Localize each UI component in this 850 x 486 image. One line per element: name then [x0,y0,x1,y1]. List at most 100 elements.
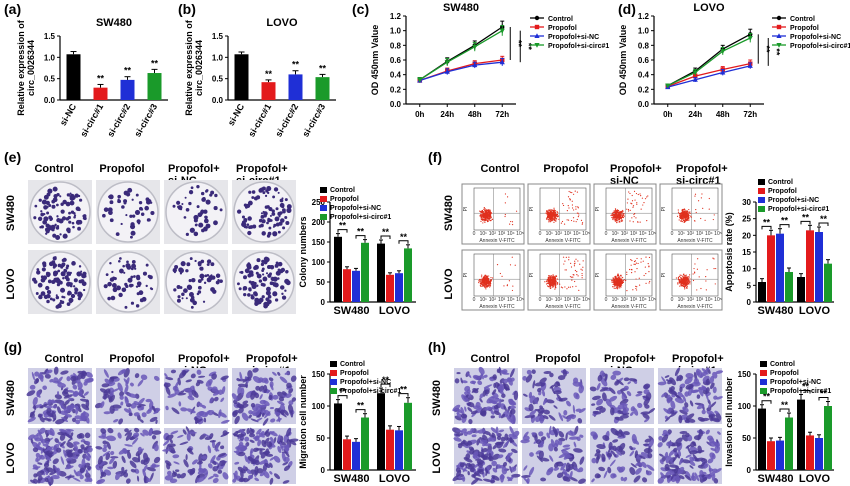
colony [196,292,200,296]
event [572,193,575,195]
event [490,276,492,279]
event [482,210,484,213]
cell [59,433,66,441]
colony [264,257,270,263]
cell [270,384,274,391]
event [696,268,698,270]
colony [203,218,209,224]
event [556,283,559,285]
cell [232,433,239,437]
cell [562,444,571,448]
cell [26,390,36,397]
colony [108,194,114,200]
legend-label: Propofol+si-circ#1 [340,388,401,395]
cell [566,414,573,422]
cell [256,428,262,435]
colony [126,260,129,264]
colony [52,186,58,192]
x-tick-label: LOVO [379,305,411,317]
event [547,212,549,215]
event [634,199,636,201]
gbar-ytick-label: 100 [312,258,326,267]
cell [657,381,667,386]
cell [52,418,56,422]
colony [238,287,242,291]
cell [64,414,73,418]
cell [57,391,60,396]
cell [578,478,586,484]
event [573,263,576,265]
cell [85,440,91,445]
migration-image [162,426,230,484]
event [617,287,619,289]
event [553,207,555,209]
data-point [472,44,478,50]
colony [176,284,181,289]
event [553,281,555,283]
event [482,213,485,215]
event [684,221,686,223]
cell [543,370,552,375]
event [686,210,688,212]
event [556,278,559,280]
cell [693,378,700,385]
colony [66,193,71,197]
event [619,211,621,214]
cell [452,404,461,412]
cell [129,460,137,469]
cell [170,430,179,435]
cell [273,473,281,480]
cell [491,460,497,467]
cell [130,468,136,473]
g-header-propofol: Propofol [109,353,154,365]
event [620,214,623,216]
cell [641,461,647,468]
cell [562,476,571,482]
event [626,202,628,204]
cell [143,452,149,463]
event [620,217,622,219]
colony [138,200,143,205]
event [564,286,566,288]
cell [548,425,552,435]
event [572,274,574,276]
cell [190,373,196,379]
cell [465,453,471,460]
event [545,283,548,285]
cell [603,470,608,479]
cell [75,405,79,415]
event [568,259,570,261]
flow-tick: 10¹ [678,231,686,237]
event [679,212,681,215]
event [612,279,614,281]
cell [630,411,634,416]
event [483,219,486,221]
event [481,285,483,287]
colony [271,212,276,216]
colony [36,270,41,275]
cell [249,428,255,435]
colony [243,293,247,297]
colony [244,268,250,274]
x-tick-label: si-circ#2 [273,102,300,139]
cell [674,397,685,404]
cell [258,385,265,392]
event [574,280,576,283]
x-tick-label: SW480 [757,305,793,317]
cell [79,474,84,480]
colony [49,297,53,301]
cell [532,380,536,389]
colony [40,291,46,296]
cell [579,434,584,438]
cell [623,431,630,436]
cell [101,383,110,388]
panel-label: (b) [178,1,196,17]
cell [506,476,513,482]
cell [278,396,285,402]
bar [352,441,360,470]
cell [500,473,505,483]
event [577,206,579,208]
cell [247,474,254,480]
cell [531,432,536,435]
